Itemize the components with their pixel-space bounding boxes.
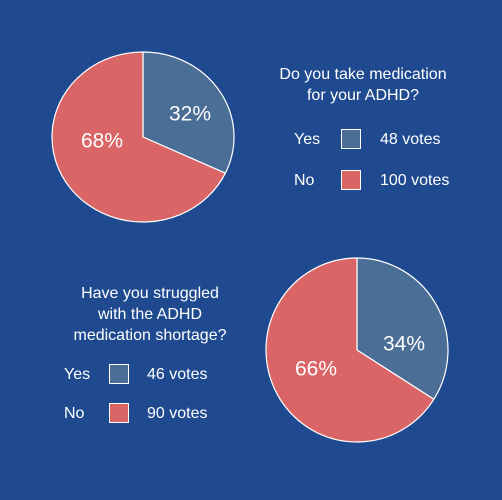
pie-slice-no	[265, 257, 435, 443]
legend-no-label: No	[64, 405, 85, 422]
question-medication: Do you take medication for your ADHD?	[268, 64, 458, 106]
pie-slice-yes	[142, 51, 235, 174]
legend-yes-swatch	[109, 364, 129, 384]
legend-shortage-no: No 90 votes	[64, 403, 254, 427]
question-medication-line-1: Do you take medication	[279, 66, 447, 83]
legend-medication-no: No 100 votes	[294, 170, 484, 194]
legend-yes-votes: 46 votes	[147, 366, 208, 383]
pie-chart-medication: 32% 68%	[51, 51, 235, 223]
legend-no-votes: 90 votes	[147, 405, 208, 422]
pie-label-yes: 34%	[383, 333, 425, 356]
legend-yes-swatch	[341, 129, 361, 149]
question-shortage-line-3: medication shortage?	[73, 327, 227, 344]
question-medication-line-2: for your ADHD?	[306, 87, 420, 104]
legend-no-swatch	[109, 403, 129, 423]
question-shortage-line-1: Have you struggled	[81, 285, 219, 302]
legend-no-swatch	[341, 170, 361, 190]
pie-label-no: 66%	[295, 358, 337, 381]
question-shortage-line-2: with the ADHD	[97, 306, 203, 323]
pie-slice-no	[51, 51, 226, 223]
legend-yes-votes: 48 votes	[380, 131, 441, 148]
legend-yes-label: Yes	[294, 131, 321, 148]
pie-label-no: 68%	[81, 130, 123, 153]
legend-yes-label: Yes	[64, 366, 91, 383]
pie-chart-shortage: 34% 66%	[265, 257, 449, 443]
legend-no-votes: 100 votes	[380, 172, 450, 189]
legend-medication-yes: Yes 48 votes	[294, 129, 484, 153]
pie-label-yes: 32%	[169, 103, 211, 126]
legend-shortage-yes: Yes 46 votes	[64, 364, 254, 388]
legend-no-label: No	[294, 172, 315, 189]
question-shortage: Have you struggled with the ADHD medicat…	[50, 283, 250, 346]
